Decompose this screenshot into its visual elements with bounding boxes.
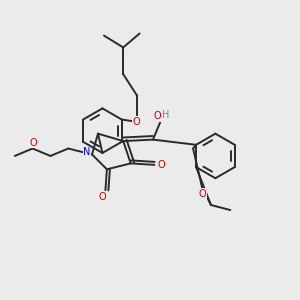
Text: O: O xyxy=(29,138,37,148)
Text: N: N xyxy=(83,147,90,157)
Text: O: O xyxy=(133,117,140,127)
Text: O: O xyxy=(154,111,161,122)
Text: H: H xyxy=(162,110,169,120)
Text: O: O xyxy=(99,192,106,202)
Text: O: O xyxy=(157,160,165,170)
Text: O: O xyxy=(199,189,206,199)
